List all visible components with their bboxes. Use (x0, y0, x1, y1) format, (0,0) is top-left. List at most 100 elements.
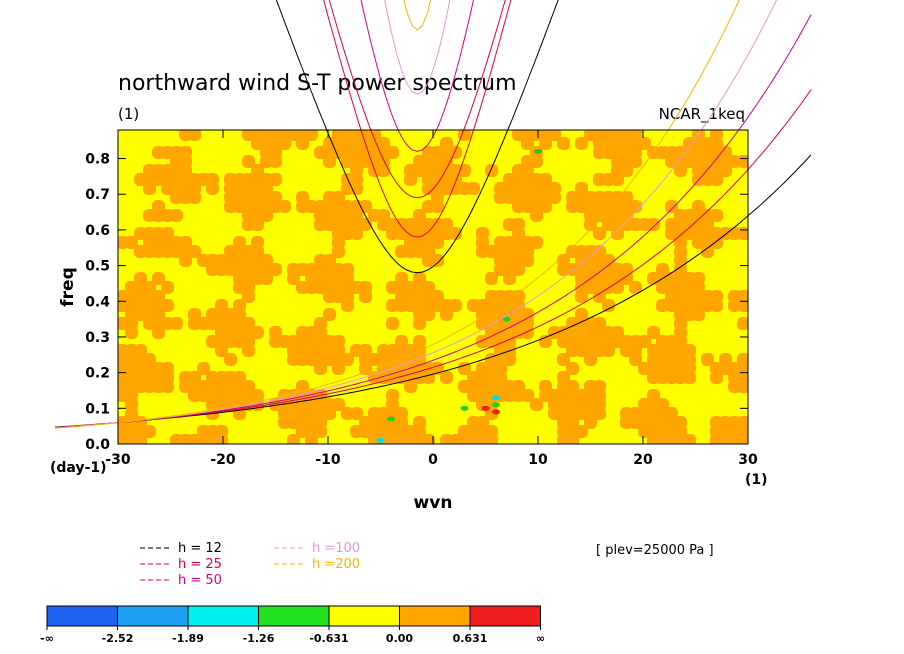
field-cell (710, 299, 723, 312)
colorbar-label: -1.26 (243, 632, 275, 645)
field-cell (575, 290, 588, 303)
field-cell (512, 263, 525, 276)
field-cell (197, 362, 210, 375)
y-tick-label: 0.2 (85, 366, 110, 382)
field-cell (674, 164, 687, 177)
chart-title: northward wind S-T power spectrum (118, 71, 517, 96)
field-cell (530, 209, 543, 222)
field-cell (629, 155, 642, 168)
curve-25 (328, 0, 506, 199)
field-cell (593, 407, 606, 420)
field-cell (566, 434, 579, 444)
field-cell (377, 164, 390, 177)
field-cell (287, 272, 300, 285)
legend-label: h =200 (312, 557, 360, 572)
colorbar-box (469, 605, 541, 627)
colorbar-label: -0.631 (309, 632, 348, 645)
field-cell (323, 155, 336, 168)
field-cell (521, 254, 534, 267)
field-spot (534, 148, 542, 154)
field-cell (521, 326, 534, 339)
field-cell (611, 227, 624, 240)
field-cell (170, 317, 183, 330)
field-cell (647, 326, 660, 339)
field-spot (502, 316, 511, 322)
y-tick-label: 0.1 (85, 401, 110, 417)
colorbar: -∞ -2.52 -1.89 -1.26 -0.631 0.00 0.631 ∞ (40, 605, 545, 645)
field-cell (737, 317, 748, 330)
field-cell (215, 434, 228, 444)
colorbar-label: -∞ (40, 632, 54, 645)
field-cell (269, 155, 282, 168)
colorbar-label: -1.89 (172, 632, 204, 645)
field-cell (206, 182, 219, 195)
field-cell (521, 389, 534, 402)
field-cell (701, 245, 714, 258)
field-cell (422, 434, 435, 444)
field-cell (323, 407, 336, 420)
field-cell (683, 371, 696, 384)
x-tick-label: 10 (528, 452, 548, 468)
colorbar-box (399, 605, 471, 627)
y-tick-label: 0.5 (85, 259, 110, 275)
field-cell (593, 290, 606, 303)
field-cell (710, 371, 723, 384)
field-cell (467, 182, 480, 195)
field-cell (431, 254, 444, 267)
field-cell (440, 371, 453, 384)
x-tick-label: -20 (210, 452, 236, 468)
field-cell (611, 281, 624, 294)
y-tick-label: 0.7 (85, 187, 110, 203)
field-cell (305, 130, 318, 141)
y-tick-label: 0.0 (85, 437, 110, 453)
field-cell (449, 146, 462, 159)
field-cell (215, 344, 228, 357)
field-cell (530, 398, 543, 411)
colorbar-box (187, 605, 259, 627)
field-cell (188, 130, 201, 141)
dispersion-curves (54, 0, 812, 429)
field-cell (557, 353, 570, 366)
field-cell (125, 236, 138, 249)
field-cell (143, 425, 156, 438)
field-cell (548, 130, 561, 141)
field-cell (602, 344, 615, 357)
level-annotation: [ plev=25000 Pa ] (596, 543, 714, 558)
field-cell (620, 272, 633, 285)
field-cell (242, 155, 255, 168)
colorbar-box (46, 605, 118, 627)
y-tick-label: 0.3 (85, 330, 110, 346)
field-cell (305, 434, 318, 444)
field-cell (323, 308, 336, 321)
field-cell (602, 299, 615, 312)
field-cell (152, 272, 165, 285)
curve-100 (384, 0, 451, 95)
field-cell (710, 209, 723, 222)
field-cell (278, 200, 291, 213)
field-cell (161, 299, 174, 312)
field-cell (683, 434, 696, 444)
colorbar-box (117, 605, 189, 627)
field-cell (179, 254, 192, 267)
curve-12 (275, 0, 559, 274)
field-cell (251, 218, 264, 231)
field-cell (719, 164, 732, 177)
field-cell (350, 407, 363, 420)
field-cell (278, 137, 291, 150)
field-cell (647, 218, 660, 231)
field-cell (251, 326, 264, 339)
field-cell (125, 326, 138, 339)
field-cell (584, 416, 597, 429)
field-spot (481, 405, 490, 411)
field-cell (638, 137, 651, 150)
y-tick-label: 0.6 (85, 223, 110, 239)
field-cell (539, 200, 552, 213)
field-cell (332, 362, 345, 375)
field-cell (332, 398, 345, 411)
x-tick-label: 0 (428, 452, 438, 468)
x-axis: -30 -20 -10 0 10 20 30 (105, 130, 758, 468)
legend-label: h = 50 (178, 573, 222, 588)
field-cell (422, 308, 435, 321)
field-cell (503, 272, 516, 285)
